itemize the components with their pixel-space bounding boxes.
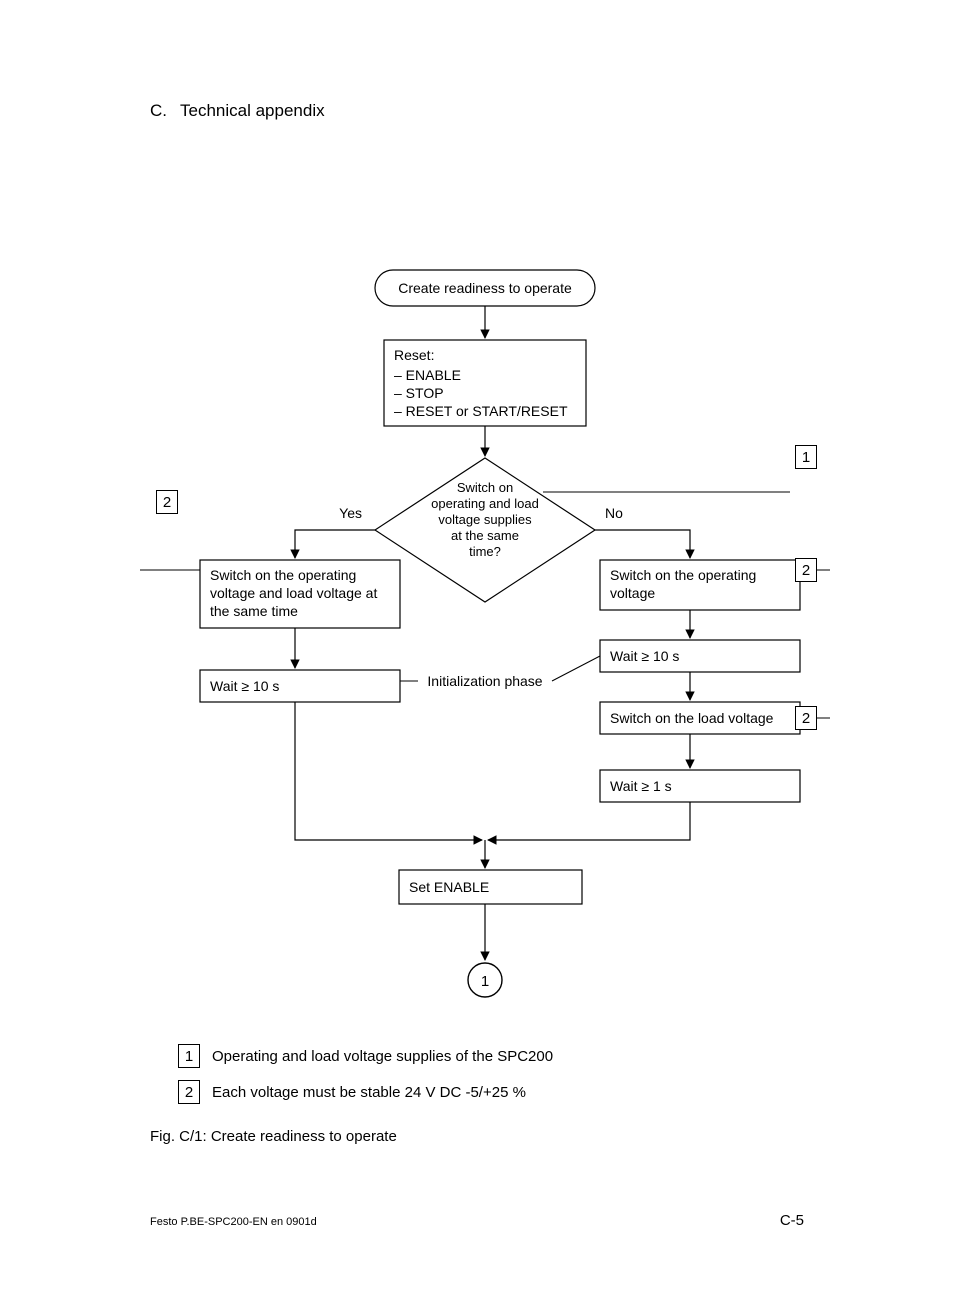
legend-row-1: 1 Operating and load voltage supplies of…: [178, 1044, 553, 1068]
node-decision-l0: Switch on: [457, 480, 513, 495]
footer-left: Festo P.BE-SPC200-EN en 0901d: [150, 1216, 317, 1228]
edge-merge-left: [295, 702, 482, 840]
node-right-wait1-text: Wait ≥ 10 s: [610, 648, 679, 664]
section-title: Technical appendix: [180, 101, 325, 121]
legend-num-1: 1: [178, 1044, 200, 1068]
node-reset-item-0: – ENABLE: [394, 367, 461, 383]
node-left-switch-l2: the same time: [210, 603, 298, 619]
node-set-enable: Set ENABLE: [399, 870, 582, 904]
edge-merge-right: [488, 802, 690, 840]
node-left-wait-text: Wait ≥ 10 s: [210, 678, 279, 694]
label-no: No: [605, 505, 623, 521]
node-right-wait2-text: Wait ≥ 1 s: [610, 778, 672, 794]
node-left-switch: Switch on the operating voltage and load…: [200, 560, 400, 628]
node-right-switch-op-l0: Switch on the operating: [610, 567, 756, 583]
node-set-enable-text: Set ENABLE: [409, 879, 489, 895]
node-start: Create readiness to operate: [375, 270, 595, 306]
node-reset-item-2: – RESET or START/RESET: [394, 403, 568, 419]
section-letter: C.: [150, 101, 167, 121]
callout-2-right-b: 2: [795, 706, 817, 730]
node-left-wait: Wait ≥ 10 s: [200, 670, 400, 702]
legend-text-2: Each voltage must be stable 24 V DC -5/+…: [212, 1084, 526, 1101]
node-start-text: Create readiness to operate: [398, 280, 572, 296]
node-reset: Reset: – ENABLE – STOP – RESET or START/…: [384, 340, 586, 426]
callout-2-right-a: 2: [795, 558, 817, 582]
edge-no: [595, 530, 690, 558]
node-right-switch-load: Switch on the load voltage: [600, 702, 800, 734]
node-right-wait2: Wait ≥ 1 s: [600, 770, 800, 802]
init-line-right: [552, 656, 600, 681]
flowchart: Create readiness to operate Reset: – ENA…: [130, 260, 830, 1030]
node-decision-l1: operating and load: [431, 496, 539, 511]
node-reset-title: Reset:: [394, 347, 434, 363]
node-decision-l4: time?: [469, 544, 501, 559]
node-left-switch-l0: Switch on the operating: [210, 567, 356, 583]
callout-1: 1: [795, 445, 817, 469]
edge-yes: [295, 530, 375, 558]
legend-row-2: 2 Each voltage must be stable 24 V DC -5…: [178, 1080, 526, 1104]
node-left-switch-l1: voltage and load voltage at: [210, 585, 377, 601]
node-connector-text: 1: [481, 973, 489, 990]
node-right-switch-op-l1: voltage: [610, 585, 655, 601]
footer-right: C-5: [780, 1212, 804, 1229]
legend-num-2: 2: [178, 1080, 200, 1104]
figure-caption: Fig. C/1: Create readiness to operate: [150, 1128, 397, 1145]
page: C. Technical appendix Create readiness t…: [0, 0, 954, 1306]
node-decision: Switch on operating and load voltage sup…: [375, 458, 595, 602]
node-decision-l2: voltage supplies: [438, 512, 532, 527]
node-right-switch-load-text: Switch on the load voltage: [610, 710, 774, 726]
node-decision-l3: at the same: [451, 528, 519, 543]
label-yes: Yes: [339, 505, 362, 521]
node-right-wait1: Wait ≥ 10 s: [600, 640, 800, 672]
node-reset-item-1: – STOP: [394, 385, 444, 401]
legend-text-1: Operating and load voltage supplies of t…: [212, 1048, 553, 1065]
label-init-phase: Initialization phase: [427, 673, 542, 689]
callout-2-left: 2: [156, 490, 178, 514]
node-connector: 1: [468, 963, 502, 997]
node-right-switch-op: Switch on the operating voltage: [600, 560, 800, 610]
